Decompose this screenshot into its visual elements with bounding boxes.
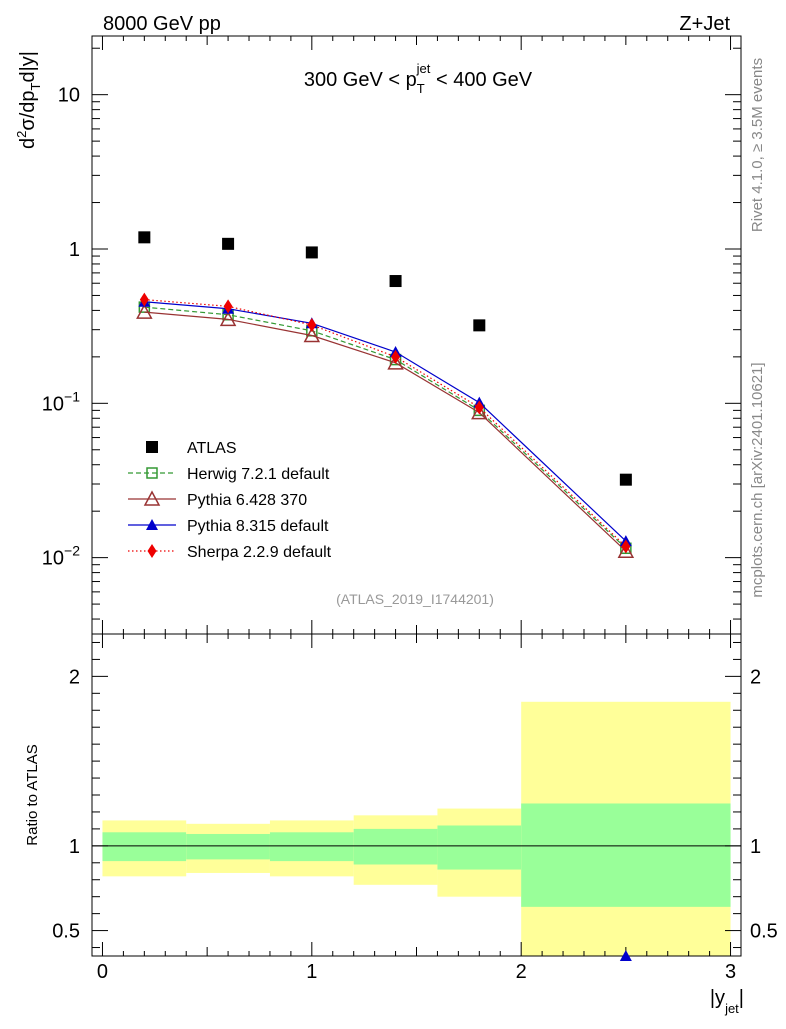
- x-axis-label: |yjet|: [710, 987, 744, 1016]
- legend-marker-sherpa: [147, 544, 157, 558]
- x-tick-label-1: 1: [306, 961, 317, 983]
- x-tick-label-2: 2: [516, 961, 527, 983]
- point-pythia6-5: [617, 542, 635, 558]
- main-y-tick-label-3: 10−2: [42, 543, 80, 570]
- ratio-y-tick-label-left-0.5: 0.5: [52, 921, 80, 943]
- ratio-y-tick-label-left-1: 1: [69, 836, 80, 858]
- ratio-band-inner-0: [102, 832, 187, 862]
- point-atlas-5: [619, 473, 632, 486]
- legend-marker-atlas: [146, 441, 158, 453]
- legend: ATLAS Herwig 7.2.1 default Pythia 6.428 37…: [128, 440, 332, 561]
- series-line-sherpa: [144, 298, 627, 547]
- point-atlas-1: [222, 237, 235, 250]
- ratio-point-pythia8-0: [619, 950, 632, 961]
- legend-label-atlas: ATLAS: [187, 440, 237, 457]
- ratio-band-inner-2: [269, 832, 354, 862]
- main-y-tick-label-0: 10: [58, 85, 80, 107]
- point-sherpa-3: [391, 349, 401, 364]
- legend-marker-herwig: [146, 467, 158, 479]
- ratio-y-tick-label-right-0.5: 0.5: [750, 921, 778, 943]
- point-atlas-3: [389, 275, 402, 288]
- header-right: Z+Jet: [679, 13, 730, 35]
- legend-marker-pythia8: [146, 519, 158, 530]
- ratio-band-inner-1: [186, 833, 270, 860]
- series-line-herwig: [144, 306, 627, 549]
- ratio-y-tick-label-right-1: 1: [750, 836, 761, 858]
- x-tick-label-0: 0: [97, 961, 108, 983]
- data-series: [136, 231, 635, 961]
- mcplots-source-text: mcplots.cern.ch [arXiv:2401.10621]: [749, 362, 766, 597]
- point-atlas-0: [138, 231, 151, 244]
- ratio-y-axis-label: Ratio to ATLAS: [24, 744, 41, 845]
- series-line-pythia8: [144, 301, 627, 542]
- analysis-id-watermark: (ATLAS_2019_I1744201): [336, 591, 494, 607]
- point-atlas-2: [305, 246, 318, 259]
- rivet-version-text: Rivet 4.1.0, ≥ 3.5M events: [749, 58, 766, 232]
- ratio-band-inner-5: [521, 803, 731, 907]
- plot-title: 300 GeV < pTjet < 400 GeV: [304, 61, 533, 96]
- ratio-band-inner-4: [437, 825, 522, 870]
- legend-label-herwig: Herwig 7.2.1 default: [187, 466, 330, 483]
- point-sherpa-4: [474, 400, 484, 415]
- legend-label-sherpa: Sherpa 2.2.9 default: [187, 544, 332, 561]
- legend-marker-pythia6: [143, 490, 161, 506]
- main-y-tick-label-1: 1: [69, 239, 80, 261]
- ratio-bands: [92, 701, 741, 956]
- point-atlas-4: [473, 319, 486, 332]
- header-left: 8000 GeV pp: [103, 13, 221, 35]
- main-y-axis-label: d2σ/dpTd|y|: [14, 51, 43, 149]
- ratio-y-tick-label-left-2: 2: [69, 666, 80, 688]
- ratio-y-tick-label-right-2: 2: [750, 666, 761, 688]
- point-pythia6-1: [219, 310, 237, 327]
- main-y-tick-label-2: 10−1: [42, 388, 80, 415]
- point-pythia6-0: [136, 303, 153, 319]
- point-sherpa-2: [307, 317, 317, 332]
- point-pythia6-2: [303, 326, 321, 343]
- point-sherpa-0: [139, 292, 149, 307]
- x-tick-label-3: 3: [725, 961, 736, 983]
- legend-label-pythia6: Pythia 6.428 370: [187, 492, 307, 509]
- legend-label-pythia8: Pythia 8.315 default: [187, 518, 329, 535]
- point-pythia6-4: [471, 404, 488, 420]
- point-sherpa-5: [621, 539, 631, 554]
- ratio-band-inner-3: [353, 828, 438, 865]
- axes: 0 1 2 3 10 1 10−1 10−2 0.5 0.5 1 1 2 2: [42, 35, 778, 983]
- point-sherpa-1: [223, 299, 233, 314]
- series-line-pythia6: [144, 311, 627, 552]
- point-pythia6-3: [387, 354, 404, 370]
